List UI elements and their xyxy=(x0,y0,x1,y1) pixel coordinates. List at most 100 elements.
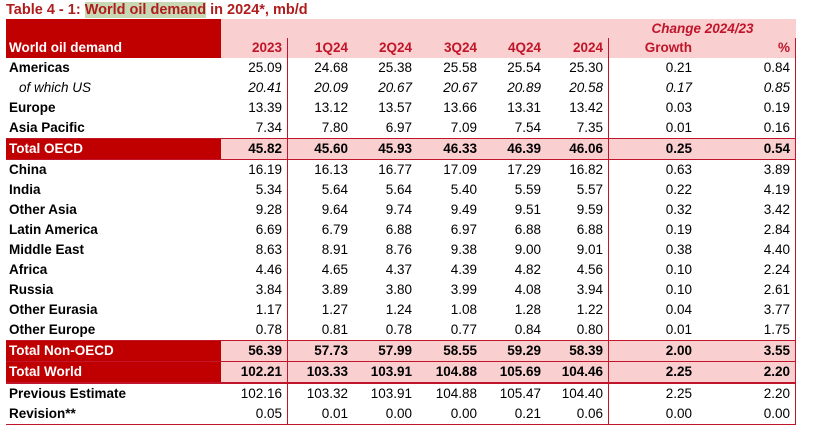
cell-2q24: 3.80 xyxy=(385,282,412,297)
cell-percent: 3.42 xyxy=(698,200,796,220)
cell-2023: 25.09 xyxy=(221,58,288,78)
col-header-2q24: 2Q24 xyxy=(354,38,418,58)
cell-1q24: 7.80 xyxy=(321,120,348,135)
cell-percent: 2.20 xyxy=(698,361,796,384)
cell-1q24: 5.64 xyxy=(321,182,348,197)
cell-percent: 0.19 xyxy=(698,98,796,118)
row-label-header: World oil demand xyxy=(6,38,221,58)
table-row-india: India 5.34 5.64 5.64 5.40 5.59 5.57 0.22 4.19 xyxy=(6,180,796,200)
cell-percent: 2.24 xyxy=(698,260,796,280)
cell-growth: 0.00 xyxy=(609,404,698,425)
row-label: Previous Estimate xyxy=(6,382,221,404)
cell-1q24: 4.65 xyxy=(321,262,348,277)
cell-percent: 2.84 xyxy=(698,220,796,240)
cell-2023: 0.78 xyxy=(221,320,288,341)
cell-4q24: 46.39 xyxy=(483,138,547,160)
cell-2q24: 1.24 xyxy=(385,302,412,317)
cell-percent: 0.84 xyxy=(698,58,796,78)
table-row-total-oecd: Total OECD 45.82 45.60 45.93 46.33 46.39 46.06… xyxy=(6,138,796,160)
col-header-2024: 2024 xyxy=(547,38,609,58)
cell-2q24: 13.57 xyxy=(378,100,412,115)
cell-1q24: 103.33 xyxy=(288,361,354,384)
row-label: Latin America xyxy=(9,222,98,237)
cell-2024: 20.58 xyxy=(547,78,609,98)
row-label: Other Europe xyxy=(9,322,96,337)
cell-growth: 0.10 xyxy=(665,282,692,297)
cell-3q24: 9.49 xyxy=(450,202,477,217)
cell-3q24: 17.09 xyxy=(443,162,477,177)
cell-growth: 0.32 xyxy=(665,202,692,217)
cell-4q24: 7.54 xyxy=(514,120,541,135)
cell-2024: 46.06 xyxy=(547,138,609,160)
cell-3q24: 13.66 xyxy=(443,100,477,115)
cell-2023: 0.05 xyxy=(221,404,288,425)
table-row-latin-america: Latin America 6.69 6.79 6.88 6.97 6.88 6.88 0.1… xyxy=(6,220,796,240)
cell-4q24: 0.84 xyxy=(514,322,541,337)
header-row: World oil demand 2023 1Q24 2Q24 3Q24 4Q2… xyxy=(6,38,796,58)
cell-2q24: 6.97 xyxy=(385,120,412,135)
cell-3q24: 5.40 xyxy=(450,182,477,197)
title-highlight: World oil demand xyxy=(84,2,207,18)
cell-growth: 0.04 xyxy=(665,302,692,317)
row-label: Other Asia xyxy=(9,202,77,217)
cell-2q24: 0.00 xyxy=(354,404,418,425)
cell-2023: 7.34 xyxy=(221,118,288,139)
cell-4q24: 4.08 xyxy=(514,282,541,297)
cell-4q24: 6.88 xyxy=(514,222,541,237)
cell-1q24: 3.89 xyxy=(321,282,348,297)
cell-growth: 0.22 xyxy=(665,182,692,197)
cell-2q24: 6.88 xyxy=(385,222,412,237)
cell-2q24: 9.74 xyxy=(385,202,412,217)
cell-1q24: 8.91 xyxy=(321,242,348,257)
cell-2024: 0.06 xyxy=(547,404,609,425)
cell-2024: 3.94 xyxy=(547,280,609,300)
cell-4q24: 13.31 xyxy=(507,100,541,115)
cell-3q24: 3.99 xyxy=(450,282,477,297)
cell-growth: 0.63 xyxy=(665,162,692,177)
title-prefix: Table 4 - 1: xyxy=(6,2,85,18)
cell-growth: 0.03 xyxy=(665,100,692,115)
cell-3q24: 9.38 xyxy=(450,242,477,257)
col-header-growth: Growth xyxy=(609,38,698,58)
cell-1q24: 0.01 xyxy=(288,404,354,425)
cell-3q24: 4.39 xyxy=(450,262,477,277)
cell-4q24: 5.59 xyxy=(514,182,541,197)
table-row-china: China 16.19 16.13 16.77 17.09 17.29 16.82 0.63 3… xyxy=(6,159,796,181)
cell-2024: 0.80 xyxy=(547,320,609,341)
cell-percent: 2.20 xyxy=(698,382,796,404)
table-row-previous-estimate: Previous Estimate 102.16 103.32 103.91 104.8… xyxy=(6,382,796,404)
cell-2023: 56.39 xyxy=(221,340,288,362)
cell-2023: 45.82 xyxy=(221,138,288,160)
cell-2q24: 57.99 xyxy=(354,340,418,362)
table-row-asia-pacific: Asia Pacific 7.34 7.80 6.97 7.09 7.54 7.35 0.01… xyxy=(6,118,796,139)
cell-3q24: 20.67 xyxy=(443,80,477,95)
cell-2q24: 0.78 xyxy=(385,322,412,337)
row-label: China xyxy=(9,162,47,177)
row-label: India xyxy=(9,182,41,197)
table-row-total-non-oecd: Total Non-OECD 56.39 57.73 57.99 58.55 59.29 5… xyxy=(6,340,796,362)
cell-4q24: 105.69 xyxy=(483,361,547,384)
cell-2q24: 103.91 xyxy=(354,361,418,384)
cell-percent: 1.75 xyxy=(698,320,796,341)
cell-1q24: 103.32 xyxy=(288,382,354,404)
row-label: Total Non-OECD xyxy=(6,340,221,362)
cell-1q24: 1.27 xyxy=(321,302,348,317)
cell-4q24: 4.82 xyxy=(514,262,541,277)
col-header-percent: % xyxy=(698,38,796,58)
cell-2023: 102.16 xyxy=(221,382,288,404)
cell-2024: 58.39 xyxy=(547,340,609,362)
cell-4q24: 1.28 xyxy=(514,302,541,317)
cell-1q24: 6.79 xyxy=(321,222,348,237)
col-header-2023: 2023 xyxy=(221,38,288,58)
cell-1q24: 24.68 xyxy=(314,60,348,75)
cell-3q24: 1.08 xyxy=(450,302,477,317)
col-header-1q24: 1Q24 xyxy=(288,38,354,58)
cell-percent: 4.40 xyxy=(698,240,796,260)
cell-growth: 0.01 xyxy=(665,322,692,337)
cell-1q24: 9.64 xyxy=(321,202,348,217)
cell-2023: 1.17 xyxy=(221,300,288,320)
cell-growth: 0.21 xyxy=(665,60,692,75)
cell-1q24: 16.13 xyxy=(314,162,348,177)
cell-3q24: 0.77 xyxy=(450,322,477,337)
row-label: Total World xyxy=(6,361,221,384)
